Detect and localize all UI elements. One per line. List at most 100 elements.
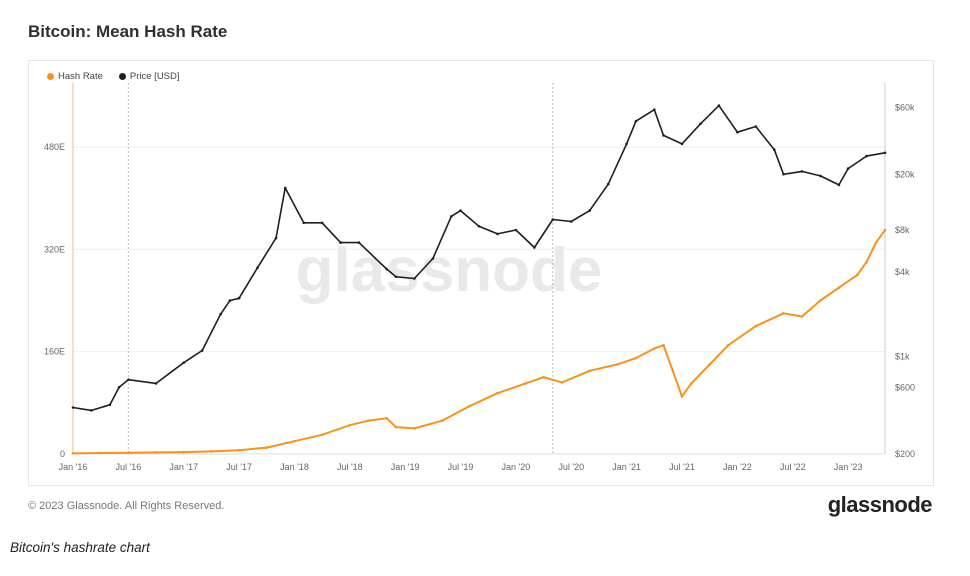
hash-rate-point: [320, 433, 324, 437]
x-tick-label: Jul '19: [448, 462, 474, 472]
hash-rate-point: [800, 315, 804, 318]
hash-rate-point: [394, 425, 398, 429]
price-point: [699, 122, 702, 126]
price-point: [588, 209, 591, 212]
price-point: [680, 142, 684, 146]
y-right-tick-label: $8k: [895, 225, 910, 235]
price-point: [800, 170, 804, 173]
hash-rate-point: [680, 395, 684, 398]
price-point: [514, 228, 518, 232]
price-point: [108, 403, 112, 407]
x-tick-label: Jul '17: [226, 462, 252, 472]
hash-rate-point: [634, 356, 638, 360]
x-tick-label: Jan '18: [280, 462, 309, 472]
hash-rate-point: [782, 312, 785, 315]
glassnode-logo: glassnode: [827, 492, 933, 517]
legend-swatch-price: [118, 73, 126, 80]
price-point: [117, 386, 121, 389]
hash-rate-point: [367, 419, 370, 423]
price-point: [883, 151, 887, 155]
hash-rate-point: [754, 324, 758, 328]
price-point: [754, 125, 758, 128]
price-point: [551, 218, 555, 221]
price-point: [219, 312, 222, 316]
hash-rate-point: [856, 273, 859, 277]
price-point: [154, 382, 158, 385]
x-tick-label: Jan '23: [834, 462, 863, 472]
hash-rate-point: [689, 382, 693, 385]
y-left-tick-label: 0: [60, 449, 65, 459]
price-point: [846, 167, 850, 170]
price-point: [394, 275, 398, 279]
price-point: [228, 299, 232, 302]
hash-rate-point: [468, 404, 472, 408]
x-tick-label: Jan '19: [391, 462, 420, 472]
price-point: [256, 266, 259, 269]
price-point: [477, 225, 481, 228]
price-point: [773, 148, 776, 151]
x-tick-label: Jan '22: [723, 462, 752, 472]
y-left-tick-label: 160E: [44, 347, 65, 357]
price-point: [431, 257, 435, 260]
plot-area: glassnode 0 160E 320E 480E $200 $600 $1k $4k $8k $…: [44, 83, 915, 472]
price-point: [283, 186, 287, 190]
x-tick-label: Jul '20: [558, 462, 584, 472]
y-left-tick-label: 320E: [44, 244, 65, 254]
hash-rate-point: [413, 427, 416, 430]
price-point: [782, 173, 785, 176]
y-left-tick-label: 480E: [44, 142, 65, 152]
legend-label-price: Price [USD]: [129, 71, 180, 82]
hash-rate-point: [496, 391, 499, 395]
copyright-text: © 2023 Glassnode. All Rights Reserved.: [28, 500, 225, 512]
price-point: [634, 119, 638, 123]
price-point: [413, 277, 416, 280]
price-point: [182, 361, 185, 365]
hash-rate-point: [726, 344, 730, 347]
x-tick-label: Jan '17: [169, 462, 198, 472]
price-point: [865, 154, 868, 158]
price-point: [625, 142, 628, 146]
y-right-tick-label: $20k: [895, 169, 915, 179]
x-tick-label: Jan '21: [612, 462, 641, 472]
x-tick-label: Jan '20: [502, 462, 531, 472]
price-point: [320, 221, 324, 225]
y-right-tick-label: $200: [895, 449, 915, 459]
hash-rate-point: [523, 382, 527, 385]
price-point: [200, 349, 204, 352]
price-point: [717, 104, 721, 107]
hash-rate-point: [154, 451, 158, 454]
price-point: [819, 174, 822, 178]
x-tick-label: Jul '16: [115, 462, 141, 472]
x-tick-label: Jul '21: [669, 462, 695, 472]
hash-rate-point: [127, 451, 130, 455]
legend-label-hash-rate: Hash Rate: [58, 71, 103, 82]
hash-rate-point: [671, 369, 675, 373]
price-point: [533, 246, 536, 249]
price-point: [662, 134, 665, 137]
legend-item-price[interactable]: Price [USD]: [118, 71, 180, 82]
legend-swatch-hash-rate: [47, 73, 54, 80]
hash-rate-point: [182, 450, 185, 454]
price-point: [653, 108, 656, 111]
hash-rate-point: [819, 299, 822, 302]
hash-rate-point: [385, 416, 389, 420]
y-right-tick-label: $600: [895, 382, 915, 392]
hash-rate-point: [560, 381, 564, 384]
hash-rate-point: [542, 375, 545, 379]
watermark: glassnode: [296, 236, 603, 305]
image-caption: Bitcoin's hashrate chart: [10, 540, 150, 555]
y-right-tick-label: $1k: [895, 351, 910, 361]
hash-rate-point: [662, 344, 665, 347]
hash-rate-line: [72, 229, 886, 455]
price-point: [837, 183, 841, 187]
legend-item-hash-rate[interactable]: Hash Rate: [47, 71, 103, 82]
hash-rate-point: [883, 228, 887, 232]
y-right-tick-label: $4k: [895, 267, 910, 277]
hash-rate-point: [874, 241, 878, 245]
hash-rate-point: [588, 369, 591, 373]
x-tick-label: Jul '18: [337, 462, 363, 472]
hash-rate-point: [293, 439, 296, 443]
price-point: [570, 220, 573, 223]
hash-rate-point: [653, 347, 656, 350]
x-tick-label: Jul '22: [780, 462, 806, 472]
